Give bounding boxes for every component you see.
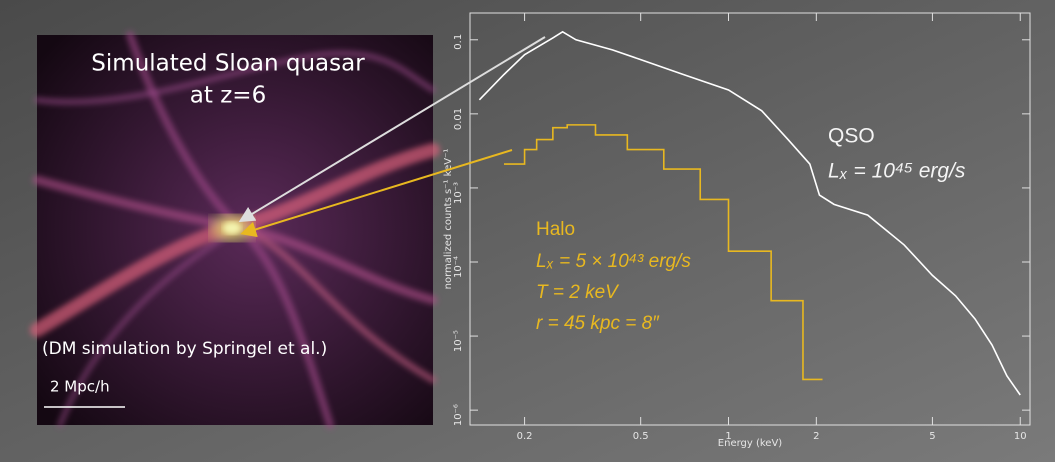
x-axis-label: Energy (keV) <box>718 438 783 449</box>
x-tick-label: 0.2 <box>517 431 533 442</box>
image-credit: (DM simulation by Springel et al.) <box>42 339 327 359</box>
y-tick-label: 10⁻⁴ <box>453 256 464 278</box>
simulation-image: Simulated Sloan quasar at z=6 (DM simula… <box>37 35 433 425</box>
series-label: Halo <box>536 219 575 240</box>
x-tick-label: 2 <box>813 431 819 442</box>
x-tick-label: 10 <box>1014 431 1027 442</box>
x-tick-label: 5 <box>929 431 935 442</box>
scale-bar-label: 2 Mpc/h <box>50 378 110 396</box>
y-tick-label: 0.01 <box>453 108 464 130</box>
x-tick-label: 0.5 <box>633 431 649 442</box>
y-tick-label: 10⁻⁶ <box>453 404 464 426</box>
annotation: r = 45 kpc = 8″ <box>536 313 660 334</box>
image-title: Simulated Sloan quasar <box>91 51 365 77</box>
annotation: Lₓ = 10⁴⁵ erg/s <box>828 160 966 183</box>
image-title: at z=6 <box>190 83 266 109</box>
slide: Simulated Sloan quasar at z=6 (DM simula… <box>0 0 1055 462</box>
annotation: Lₓ = 5 × 10⁴³ erg/s <box>536 251 691 272</box>
series-label: QSO <box>828 125 875 148</box>
y-tick-label: 10⁻³ <box>453 182 464 204</box>
y-tick-label: 0.1 <box>453 34 464 50</box>
annotation: T = 2 keV <box>536 282 620 303</box>
y-tick-label: 10⁻⁵ <box>453 330 464 352</box>
